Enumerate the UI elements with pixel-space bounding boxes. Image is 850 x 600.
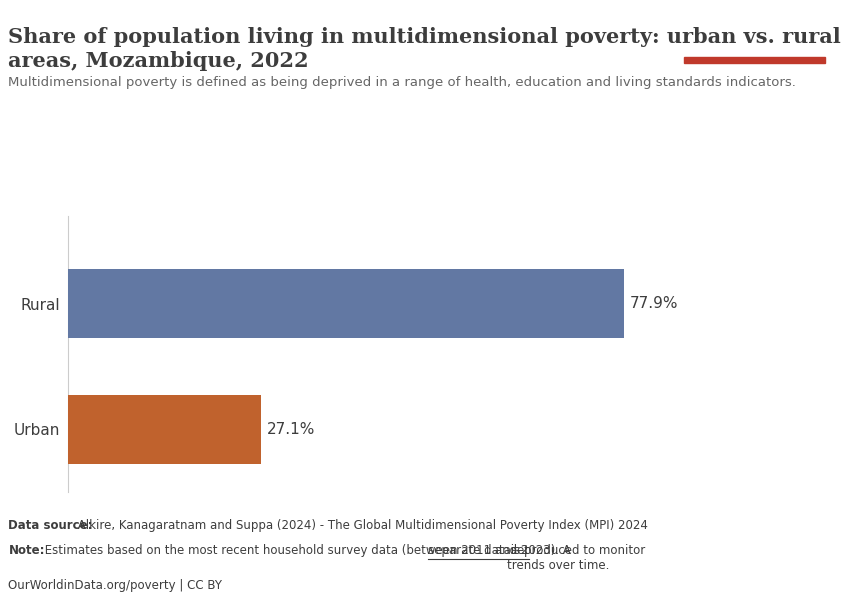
Text: Share of population living in multidimensional poverty: urban vs. rural: Share of population living in multidimen…: [8, 27, 842, 47]
Text: areas, Mozambique, 2022: areas, Mozambique, 2022: [8, 51, 309, 71]
Text: in Data: in Data: [732, 39, 777, 49]
Bar: [68, 395, 262, 464]
Text: 27.1%: 27.1%: [267, 422, 315, 437]
Text: Note:: Note:: [8, 544, 45, 557]
Bar: [68, 269, 624, 338]
Text: Multidimensional poverty is defined as being deprived in a range of health, educ: Multidimensional poverty is defined as b…: [8, 76, 796, 89]
Text: OurWorldinData.org/poverty | CC BY: OurWorldinData.org/poverty | CC BY: [8, 579, 223, 592]
Text: 77.9%: 77.9%: [630, 296, 678, 311]
Bar: [684, 56, 824, 63]
Text: Estimates based on the most recent household survey data (between 2011 and 2023): Estimates based on the most recent house…: [41, 544, 575, 557]
Text: is produced to monitor
trends over time.: is produced to monitor trends over time.: [507, 544, 645, 572]
Text: Data source:: Data source:: [8, 519, 93, 532]
Text: Alkire, Kanagaratnam and Suppa (2024) - The Global Multidimensional Poverty Inde: Alkire, Kanagaratnam and Suppa (2024) - …: [74, 519, 648, 532]
Text: Our World: Our World: [722, 23, 786, 33]
Text: separate dataset: separate dataset: [428, 544, 529, 557]
